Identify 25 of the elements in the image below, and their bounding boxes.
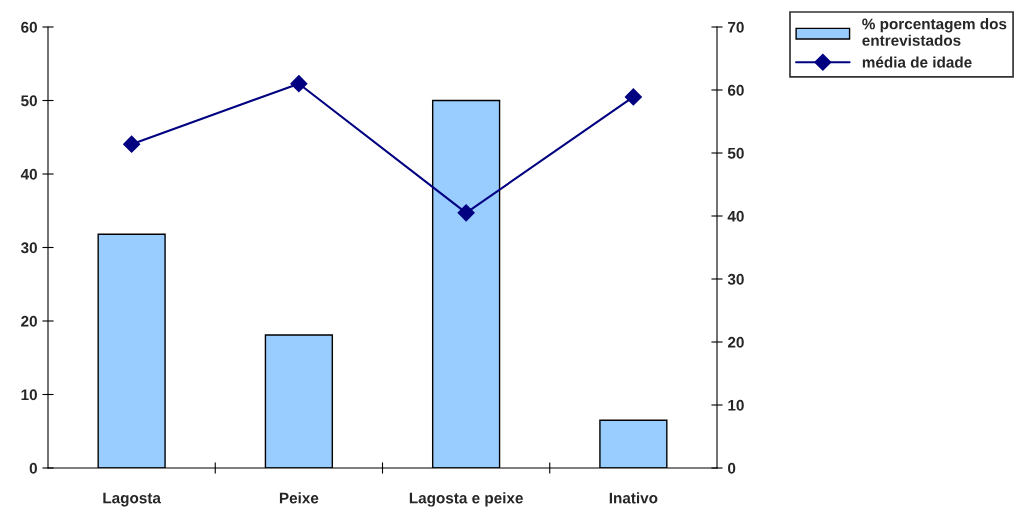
y-tick-label: 40 bbox=[20, 168, 37, 180]
y2-tick-label: 20 bbox=[727, 336, 744, 348]
y2-tick-label: 10 bbox=[728, 399, 744, 411]
x-tick-label: Lagosta e peixe bbox=[409, 492, 523, 507]
y-tick-label: 10 bbox=[21, 389, 37, 401]
point bbox=[624, 88, 642, 106]
y2-tick-label: 40 bbox=[727, 210, 744, 222]
legend-label: % porcentagem dos entrevistados bbox=[862, 18, 1007, 46]
x-tick-label: Inativo bbox=[609, 492, 658, 504]
y-tick-label: 50 bbox=[21, 95, 37, 107]
y2-tick-label: 50 bbox=[727, 147, 744, 159]
point bbox=[123, 135, 141, 153]
point bbox=[457, 204, 475, 222]
y2-tick-label: 60 bbox=[727, 84, 744, 96]
y2-tick-label: 0 bbox=[728, 462, 736, 474]
y2-tick-label: 70 bbox=[728, 21, 744, 33]
y2-tick-label: 30 bbox=[727, 273, 744, 285]
x-tick-label: Peixe bbox=[279, 492, 319, 504]
y-tick-label: 0 bbox=[29, 462, 37, 474]
point bbox=[290, 75, 308, 93]
x-tick-label: Lagosta bbox=[103, 492, 162, 507]
y-tick-label: 20 bbox=[21, 315, 37, 327]
y-tick-label: 30 bbox=[20, 242, 37, 254]
y-tick-label: 60 bbox=[21, 21, 37, 33]
legend-label: média de idade bbox=[862, 56, 972, 68]
